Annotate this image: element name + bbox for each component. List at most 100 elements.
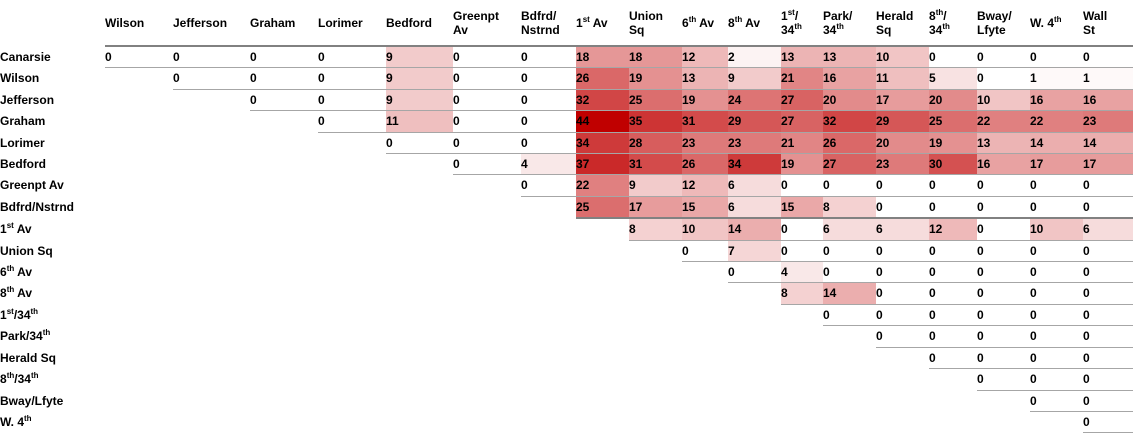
matrix-cell [453, 196, 521, 218]
matrix-cell [386, 390, 453, 411]
matrix-cell: 37 [576, 153, 629, 176]
matrix-cell: 0 [453, 46, 521, 69]
matrix-cell: 0 [823, 174, 876, 197]
matrix-cell [173, 89, 250, 110]
matrix-cell [521, 218, 576, 240]
matrix-cell [629, 283, 682, 304]
matrix-cell [629, 240, 682, 261]
matrix-cell [386, 369, 453, 390]
table-row: Bway/Lfyte 0 0 [0, 390, 1133, 412]
table-row: 8th/34th 0 0 0 [0, 368, 1133, 391]
table-row: W. 4th 0 [0, 411, 1133, 433]
matrix-cell: 20 [876, 132, 929, 155]
row-header-herald-sq: Herald Sq [0, 350, 57, 365]
matrix-cell: 0 [1030, 325, 1083, 348]
row-header-1st-34th: 1st/34th [0, 306, 39, 322]
matrix-cell: 12 [682, 46, 728, 69]
matrix-cell: 19 [629, 67, 682, 90]
matrix-cell [521, 240, 576, 261]
matrix-cell [728, 347, 781, 368]
matrix-cell: 0 [929, 325, 977, 348]
row-header-jefferson: Jefferson [0, 92, 55, 107]
column-header-graham: Graham [250, 0, 318, 47]
matrix-cell [453, 283, 521, 304]
matrix-cell: 30 [929, 153, 977, 176]
row-header-park-34th: Park/34th [0, 328, 51, 344]
row-header-bdfrd-nstrnd: Bdfrd/Nstrnd [0, 200, 74, 215]
matrix-cell: 6 [728, 174, 781, 197]
matrix-cell: 0 [977, 261, 1030, 284]
matrix-cell: 0 [318, 67, 386, 90]
matrix-cell [876, 390, 929, 411]
matrix-cell [173, 154, 250, 175]
matrix-cell [173, 196, 250, 218]
matrix-cell: 15 [781, 196, 823, 220]
column-header-wilson: Wilson [105, 0, 173, 47]
matrix-cell [318, 411, 386, 432]
matrix-cell [781, 304, 823, 325]
matrix-cell: 32 [823, 110, 876, 133]
matrix-cell: 0 [1030, 261, 1083, 284]
matrix-cell [318, 369, 386, 390]
matrix-cell: 17 [1083, 153, 1133, 176]
matrix-cell: 0 [977, 240, 1030, 263]
matrix-cell: 22 [576, 174, 629, 197]
matrix-cell [318, 175, 386, 196]
column-header-jefferson: Jefferson [173, 0, 250, 47]
matrix-cell: 23 [876, 153, 929, 176]
matrix-cell: 0 [929, 304, 977, 327]
matrix-cell: 0 [1030, 174, 1083, 197]
matrix-cell: 0 [521, 67, 576, 90]
matrix-cell: 4 [781, 261, 823, 284]
matrix-cell: 0 [453, 132, 521, 155]
matrix-cell: 31 [629, 153, 682, 176]
row-header-8th-34th: 8th/34th [0, 371, 39, 387]
matrix-cell: 17 [1030, 153, 1083, 176]
matrix-cell: 0 [521, 132, 576, 155]
matrix-cell [453, 304, 521, 325]
matrix-cell: 0 [876, 325, 929, 348]
matrix-cell: 0 [1083, 368, 1133, 391]
matrix-cell [521, 326, 576, 347]
matrix-cell: 23 [728, 132, 781, 155]
matrix-cell [453, 262, 521, 283]
matrix-cell [521, 304, 576, 325]
matrix-cell [386, 411, 453, 432]
matrix-cell: 26 [682, 153, 728, 176]
matrix-cell [521, 369, 576, 390]
matrix-cell [576, 369, 629, 390]
matrix-cell: 10 [977, 89, 1030, 112]
matrix-cell: 0 [977, 174, 1030, 197]
matrix-cell: 0 [318, 46, 386, 69]
matrix-cell: 14 [1083, 132, 1133, 155]
matrix-cell [105, 304, 173, 325]
matrix-cell: 0 [876, 174, 929, 197]
matrix-cell: 8 [823, 196, 876, 220]
matrix-cell: 19 [929, 132, 977, 155]
matrix-cell: 0 [386, 132, 453, 155]
matrix-cell [781, 326, 823, 347]
matrix-cell [823, 347, 876, 368]
table-row: Union Sq 0 7 0 0 0 0 0 0 0 [0, 240, 1133, 263]
matrix-cell [453, 347, 521, 368]
matrix-cell: 8 [629, 218, 682, 241]
table-row: 1st Av 8 10 14 0 6 6 12 0 10 6 [0, 218, 1133, 241]
matrix-cell [521, 283, 576, 304]
matrix-cell: 14 [728, 218, 781, 241]
matrix-cell [386, 175, 453, 196]
table-row: 8th Av 8 14 0 0 0 0 0 [0, 282, 1133, 305]
matrix-cell [682, 369, 728, 390]
matrix-cell [318, 196, 386, 218]
matrix-cell [386, 240, 453, 261]
matrix-cell: 25 [629, 89, 682, 112]
matrix-cell: 28 [629, 132, 682, 155]
matrix-cell [318, 326, 386, 347]
matrix-cell: 20 [823, 89, 876, 112]
matrix-cell: 0 [929, 347, 977, 370]
matrix-cell [453, 218, 521, 240]
matrix-cell: 21 [781, 132, 823, 155]
matrix-cell [105, 196, 173, 218]
matrix-cell: 0 [105, 46, 173, 69]
matrix-cell: 6 [728, 196, 781, 220]
